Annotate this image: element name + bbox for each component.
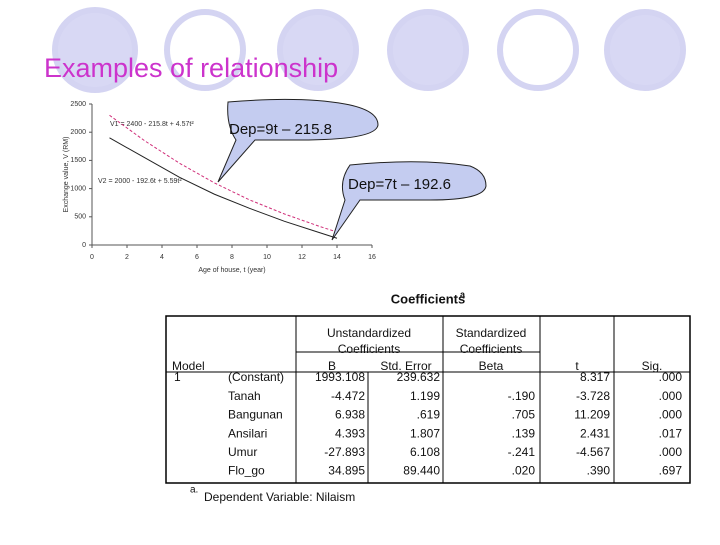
- cell: -27.893: [324, 445, 365, 459]
- y-tick-label: 2000: [70, 129, 86, 136]
- cell: -4.472: [331, 389, 365, 403]
- cell: .697: [659, 464, 683, 478]
- cell: .000: [659, 408, 683, 422]
- cell: .619: [417, 408, 441, 422]
- group-header: Coefficients: [338, 342, 400, 356]
- column-header: Beta: [479, 359, 504, 373]
- cell: 1.199: [410, 389, 440, 403]
- line-series: [109, 114, 338, 233]
- x-tick-label: 14: [333, 254, 341, 261]
- cell: 34.895: [328, 464, 365, 478]
- cell: .000: [659, 370, 683, 384]
- cell: 1993.108: [315, 370, 365, 384]
- cell: -.241: [508, 445, 536, 459]
- coefficients-table: Coefficients a a. Dependent Variable: Ni…: [165, 289, 691, 504]
- equation: V2 = 2000 - 192.6t + 5.59t²: [98, 178, 182, 185]
- cell: .705: [512, 408, 536, 422]
- slide-title: Examples of relationship: [44, 53, 338, 83]
- table-rules: [166, 316, 690, 483]
- x-tick-label: 6: [195, 254, 199, 261]
- table-border: [165, 315, 691, 484]
- cell: .139: [512, 426, 536, 440]
- column-header: Sig.: [642, 359, 663, 373]
- equation: V1 = 2400 - 215.8t + 4.57t²: [110, 121, 194, 128]
- cell: .020: [512, 464, 536, 478]
- cell: .000: [659, 445, 683, 459]
- x-tick-label: 4: [160, 254, 164, 261]
- cell: 6.938: [335, 408, 365, 422]
- row-label: Tanah: [228, 389, 261, 403]
- x-tick-label: 10: [263, 254, 271, 261]
- cell: .390: [587, 464, 611, 478]
- cell: -4.567: [576, 445, 610, 459]
- group-header: Unstandardized: [327, 326, 411, 340]
- x-axis-label: Age of house, t (year): [198, 267, 265, 274]
- y-axis-label: Exchange value, V (RM): [63, 137, 70, 213]
- footnote: Dependent Variable: Nilaism: [204, 490, 355, 504]
- callout: Dep=7t – 192.6: [331, 161, 487, 241]
- table-title-note: a: [460, 289, 466, 299]
- cell: .017: [659, 426, 683, 440]
- y-tick-label: 500: [74, 214, 86, 221]
- y-tick-label: 1000: [70, 185, 86, 192]
- row-label: Umur: [228, 445, 257, 459]
- cell: -.190: [508, 389, 536, 403]
- group-header: Standardized: [456, 326, 527, 340]
- x-tick-label: 8: [230, 254, 234, 261]
- cell: 6.108: [410, 445, 440, 459]
- cell: 8.317: [580, 370, 610, 384]
- callout-text: Dep=9t – 215.8: [229, 121, 332, 138]
- y-tick-label: 2500: [70, 101, 86, 108]
- footnote-mark: a.: [190, 485, 198, 496]
- row-label: (Constant): [228, 370, 284, 384]
- cell: 89.440: [403, 464, 440, 478]
- column-header: Model: [172, 359, 205, 373]
- cell: 2.431: [580, 426, 610, 440]
- column-header: B: [328, 359, 336, 373]
- x-tick-label: 16: [368, 254, 376, 261]
- cell: 1.807: [410, 426, 440, 440]
- cell: 239.632: [397, 370, 441, 384]
- y-tick-label: 1500: [70, 157, 86, 164]
- callout-text: Dep=7t – 192.6: [348, 176, 451, 193]
- column-header: Std. Error: [380, 359, 431, 373]
- group-header: Coefficients: [460, 342, 522, 356]
- row-label: Ansilari: [228, 426, 267, 440]
- cell: .000: [659, 389, 683, 403]
- chart: 0 500 1000 1500 2000 2500 0 2 4 6 8 10 12 14 16 Age of …: [63, 101, 376, 274]
- row-label: Flo_go: [228, 464, 265, 478]
- table-title: Coefficients: [391, 291, 465, 306]
- y-tick-label: 0: [82, 242, 86, 249]
- cell: 4.393: [335, 426, 365, 440]
- x-tick-label: 2: [125, 254, 129, 261]
- column-header: t: [575, 359, 579, 373]
- row-label: Bangunan: [228, 408, 283, 422]
- cell: 11.209: [574, 408, 610, 422]
- cell: -3.728: [576, 389, 610, 403]
- x-tick-label: 0: [90, 254, 94, 261]
- x-tick-label: 12: [298, 254, 306, 261]
- callout: Dep=9t – 215.8: [217, 98, 379, 183]
- line-series: [109, 137, 338, 239]
- decor-circles: [52, 7, 686, 93]
- model-number: 1: [174, 370, 181, 384]
